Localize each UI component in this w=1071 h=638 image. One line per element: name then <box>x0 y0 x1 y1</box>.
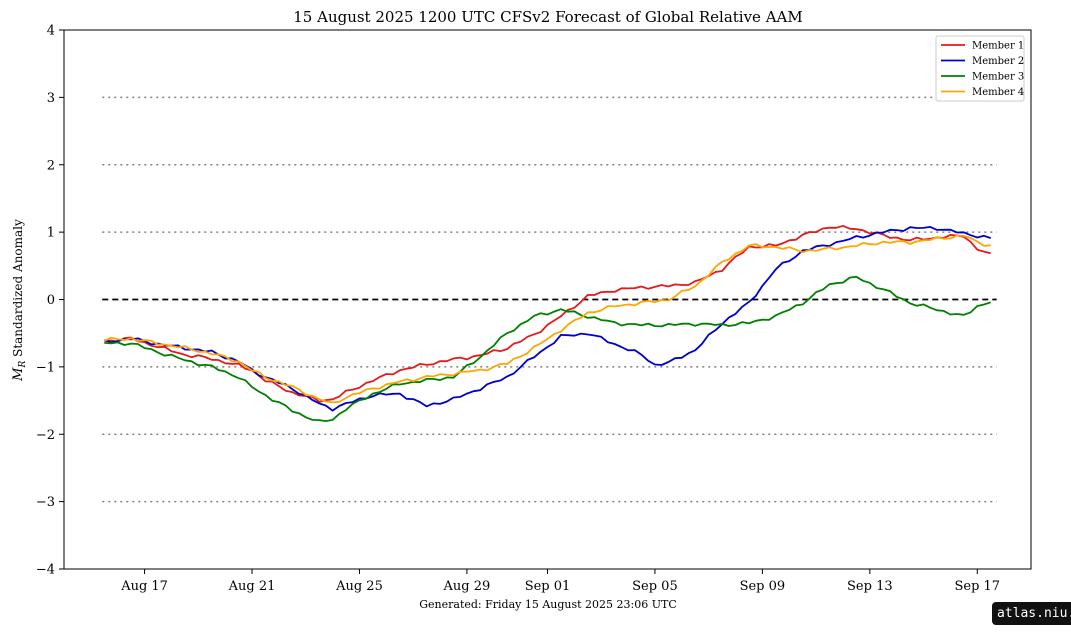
x-tick-label: Aug 29 <box>443 579 491 594</box>
series-line-member-4 <box>103 234 991 404</box>
y-tick-label: 0 <box>47 293 55 308</box>
source-badge[interactable]: atlas.niu.edu <box>992 602 1071 625</box>
x-axis: Aug 17 Aug 21 Aug 25 Aug 29 Sep 01 Sep 05 Sep … <box>120 569 1000 594</box>
y-tick-label: 3 <box>47 91 55 106</box>
series-line-member-3 <box>104 275 991 423</box>
y-tick-label: 2 <box>47 158 55 173</box>
x-tick-label: Aug 17 <box>120 579 168 594</box>
legend-item: Member 4 <box>941 87 1024 98</box>
y-axis: 4 3 2 1 0 −1 −2 −3 −4 <box>36 24 64 578</box>
x-tick-label: Sep 09 <box>740 579 786 594</box>
legend-label: Member 1 <box>972 41 1024 52</box>
y-tick-label: −2 <box>36 428 55 443</box>
legend-item: Member 3 <box>941 72 1024 83</box>
x-tick-label: Aug 25 <box>335 579 383 594</box>
y-tick-label: −4 <box>36 563 55 578</box>
legend-item: Member 1 <box>941 41 1024 52</box>
x-tick-label: Sep 17 <box>954 579 1000 594</box>
legend-item: Member 2 <box>941 56 1024 67</box>
generated-timestamp: Generated: Friday 15 August 2025 23:06 U… <box>419 598 677 611</box>
legend: Member 1 Member 2 Member 3 Member 4 <box>935 35 1025 102</box>
x-tick-label: Sep 01 <box>525 579 571 594</box>
y-tick-label: −3 <box>36 495 55 510</box>
y-axis-label-symbol: M <box>11 367 26 382</box>
legend-label: Member 4 <box>972 87 1024 98</box>
x-tick-label: Sep 13 <box>847 579 893 594</box>
series-lines <box>103 224 991 423</box>
x-tick-label: Sep 05 <box>632 579 678 594</box>
chart-title: 15 August 2025 1200 UTC CFSv2 Forecast o… <box>293 8 802 26</box>
legend-label: Member 2 <box>972 56 1024 67</box>
y-tick-label: −1 <box>36 360 55 375</box>
legend-label: Member 3 <box>972 72 1024 83</box>
reference-lines <box>102 96 997 503</box>
y-tick-label: 4 <box>47 24 55 39</box>
y-axis-label-subscript: R <box>18 361 28 369</box>
legend-frame <box>935 35 1025 102</box>
y-tick-label: 1 <box>47 226 55 241</box>
x-tick-label: Aug 21 <box>228 579 276 594</box>
y-axis-label-text: Standardized Anomaly <box>11 219 25 361</box>
series-line-member-2 <box>104 225 991 412</box>
y-axis-label: MR Standardized Anomaly <box>11 219 28 382</box>
